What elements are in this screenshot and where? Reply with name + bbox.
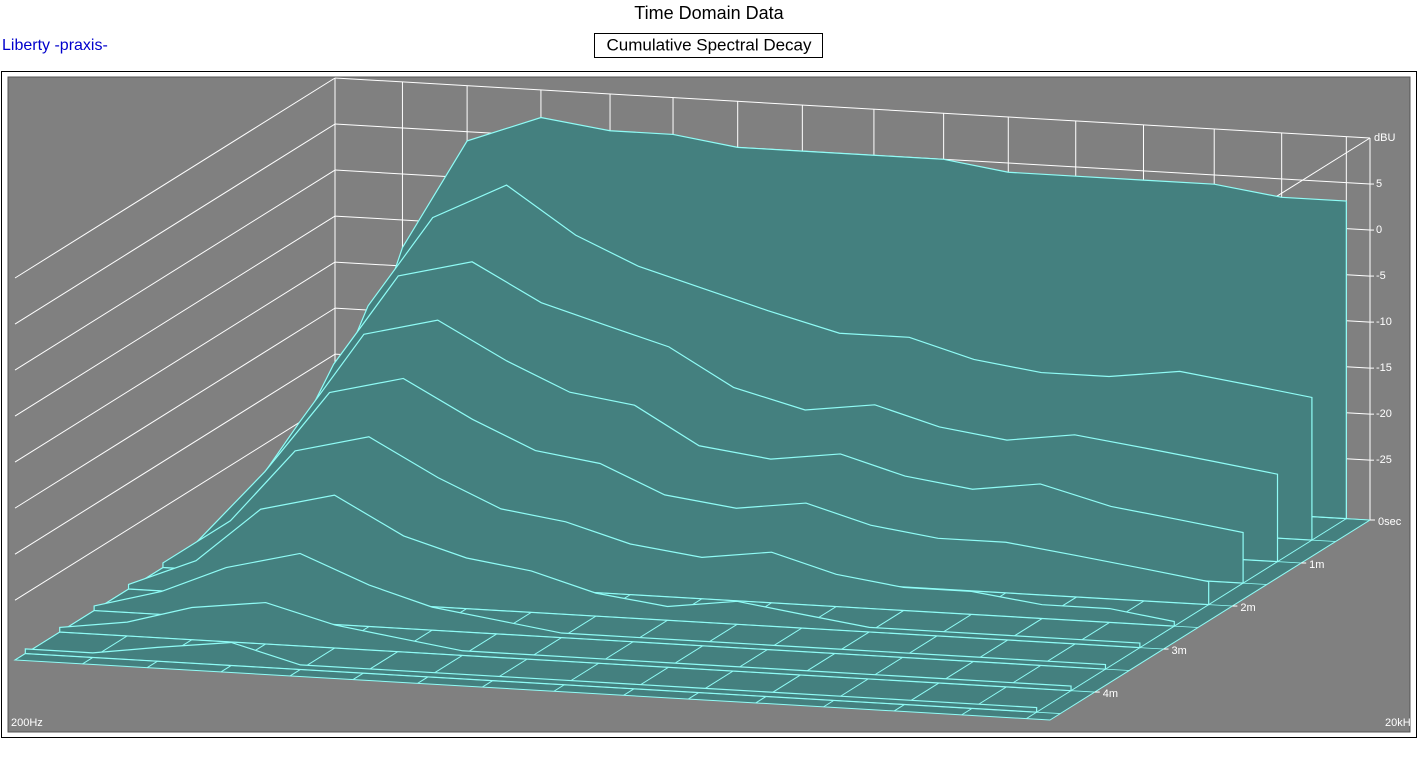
t-tick-label: 4m	[1103, 688, 1118, 700]
x-tick-label: 200Hz	[11, 717, 43, 729]
t-tick-label: 2m	[1240, 602, 1255, 614]
decay-slice	[59, 601, 1072, 692]
grid-line	[14, 399, 336, 601]
floor-grid-line	[59, 631, 1095, 693]
t-tick-label: 0sec	[1378, 516, 1402, 528]
page-title: Time Domain Data	[634, 3, 784, 23]
floor-grid-line	[1026, 518, 1347, 720]
grid-line	[14, 215, 336, 417]
left-label: Liberty -praxis-	[2, 37, 108, 54]
decay-slice	[24, 641, 1038, 713]
grid-line	[14, 123, 336, 325]
grid-line	[14, 307, 336, 509]
floor-grid-line	[25, 653, 1061, 714]
z-axis-label: dBU	[1374, 132, 1395, 144]
grid-line	[14, 353, 336, 555]
grid-line	[14, 261, 336, 463]
decay-slice	[127, 494, 1141, 649]
box-edge	[334, 77, 1371, 139]
z-tick-label: 5	[1376, 178, 1382, 190]
z-tick-label: -5	[1376, 270, 1386, 282]
z-tick-label: -15	[1376, 362, 1392, 374]
grid-line	[14, 169, 336, 371]
plot: dBU 5 0 -5 -10 -15 -20 -25 0sec 1m 2m 3m 4m 200Hz 20kH…	[11, 77, 1416, 729]
decay-slice	[93, 552, 1107, 670]
t-tick-label: 3m	[1172, 645, 1187, 657]
z-tick-label: 0	[1376, 224, 1382, 236]
chart-title: Cumulative Spectral Decay	[606, 35, 812, 54]
z-tick-label: -20	[1376, 408, 1392, 420]
z-tick-label: -10	[1376, 316, 1392, 328]
x-tick-label: 20kHz	[1385, 717, 1416, 729]
z-tick-label: -25	[1376, 454, 1392, 466]
title-box	[594, 33, 823, 58]
box-edge	[14, 77, 336, 279]
t-tick-label: 1m	[1309, 559, 1324, 571]
